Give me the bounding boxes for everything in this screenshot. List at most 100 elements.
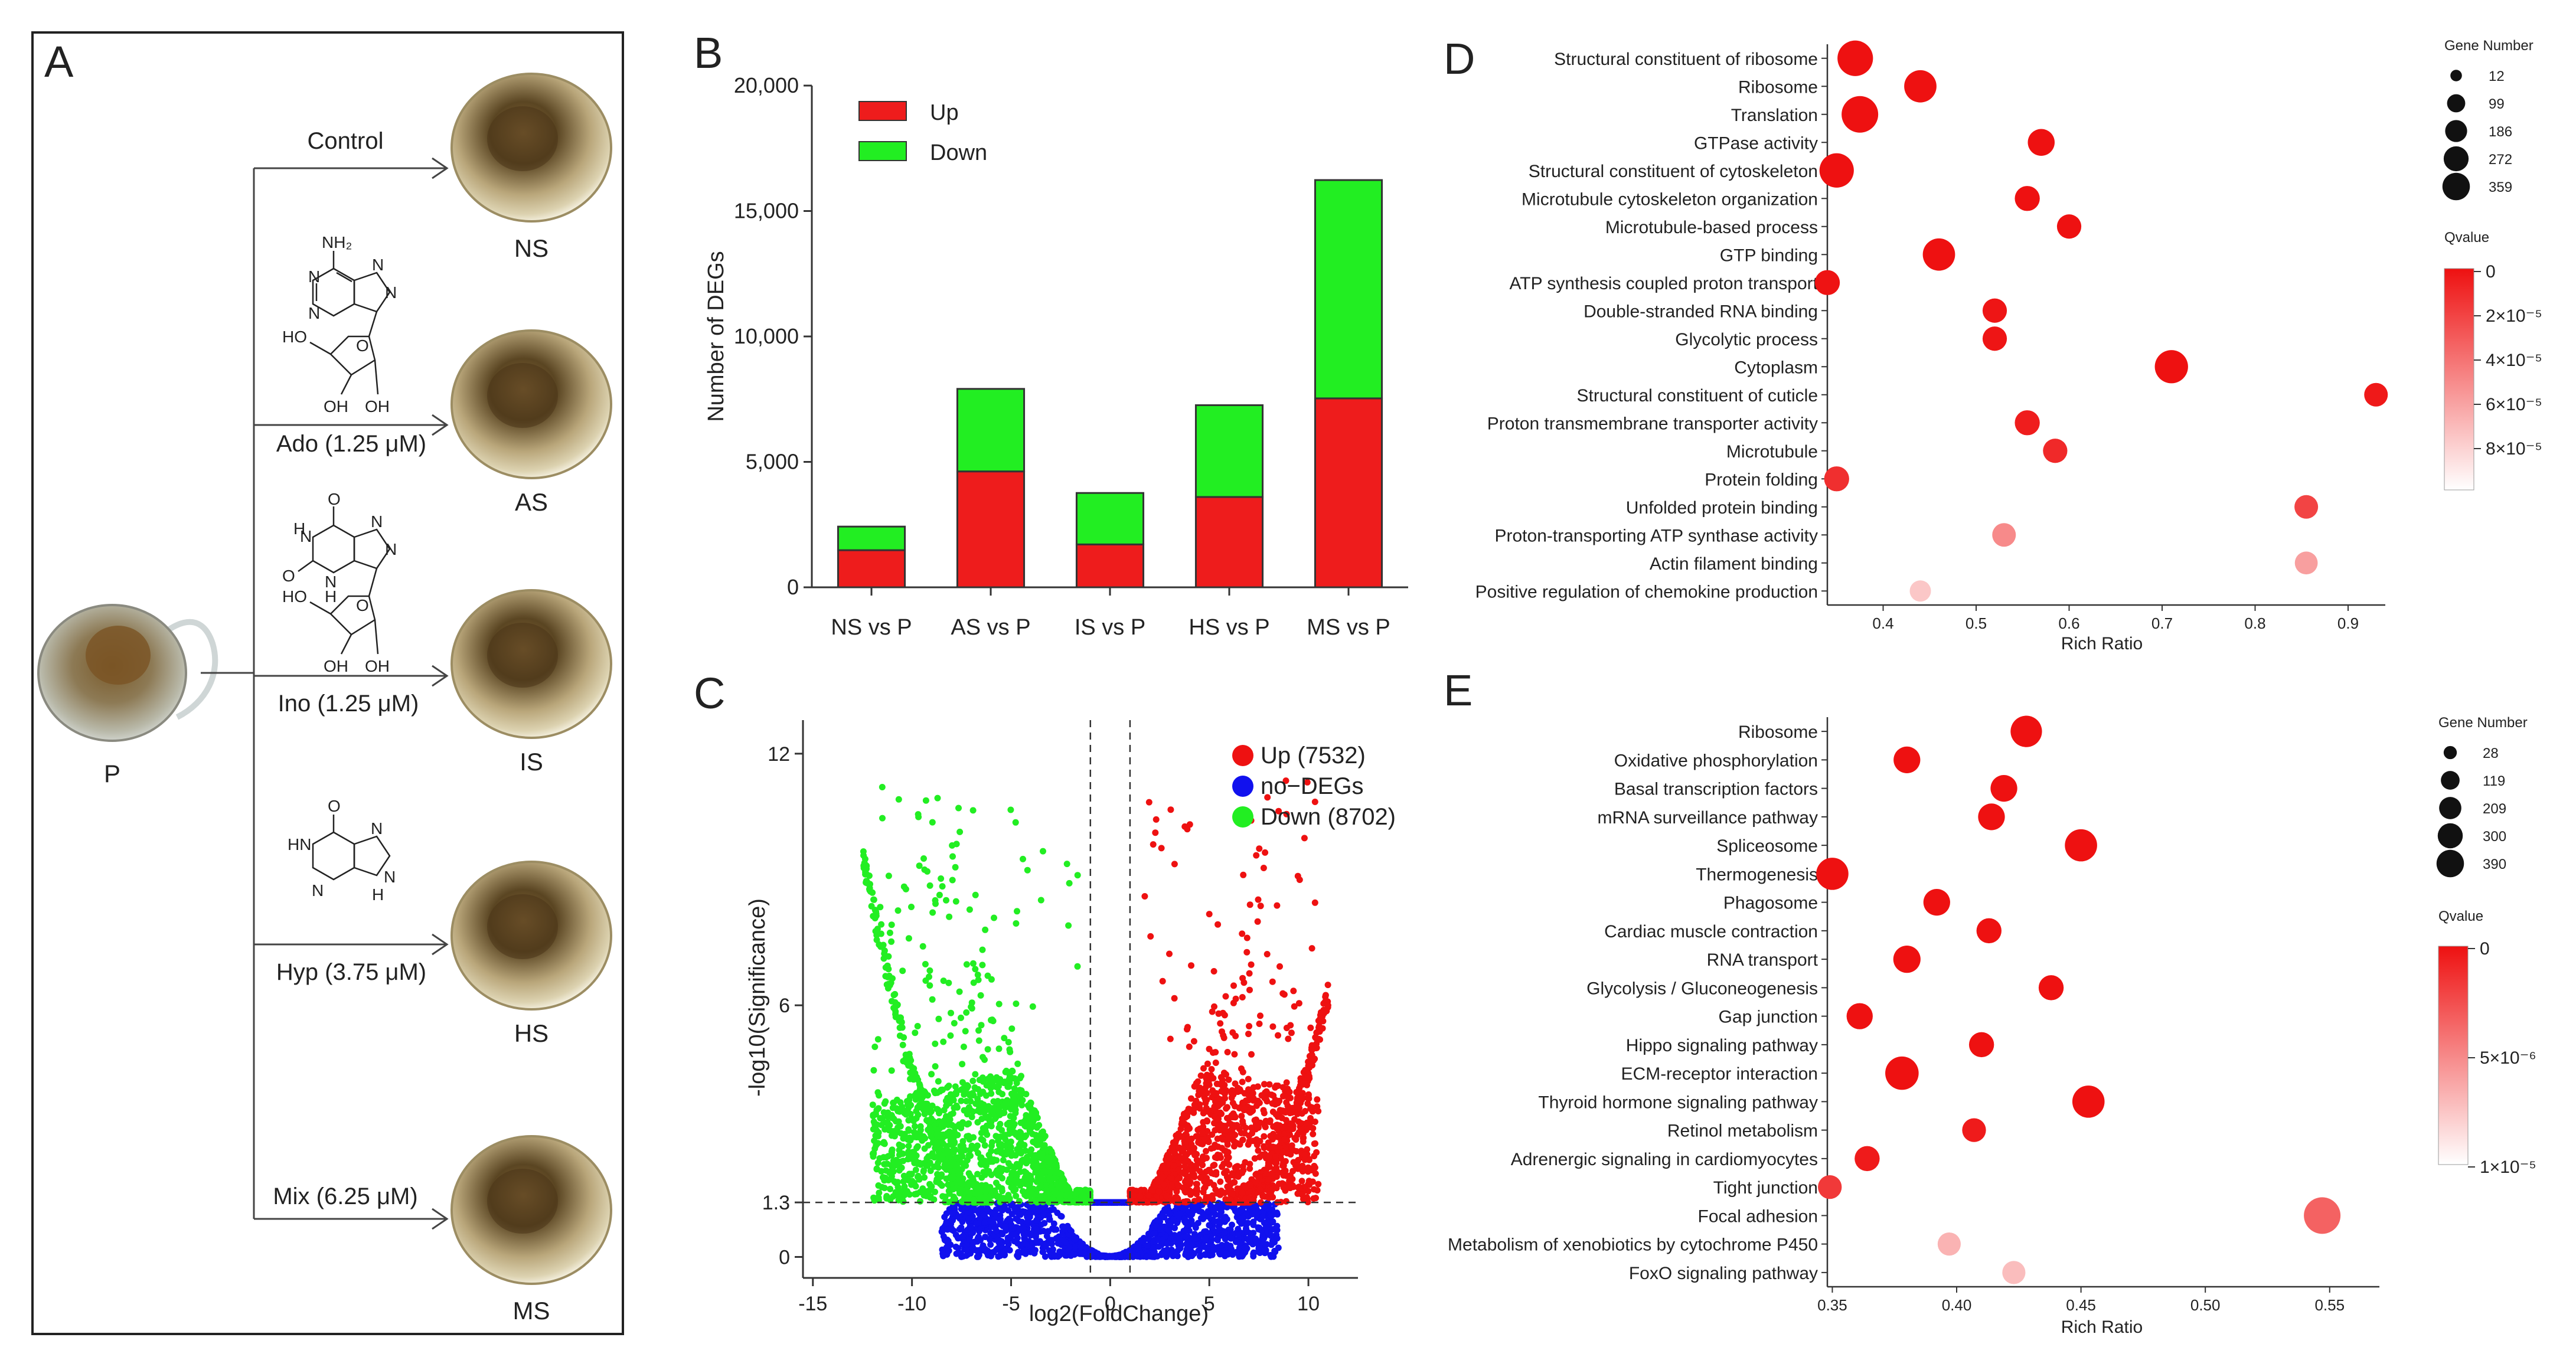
point-no-deg xyxy=(1060,1223,1066,1230)
point-down xyxy=(888,1173,895,1180)
point-down xyxy=(915,1077,922,1083)
point-no-deg xyxy=(1250,1249,1257,1256)
point-up xyxy=(1137,1193,1144,1200)
point-down xyxy=(969,1108,977,1115)
point-down xyxy=(949,1121,955,1129)
point-up xyxy=(1197,1140,1204,1147)
point-up xyxy=(1250,1137,1257,1145)
point-down xyxy=(926,1105,933,1112)
point-up xyxy=(1223,1157,1230,1164)
point-no-deg xyxy=(1013,1215,1020,1222)
point-down xyxy=(1014,1060,1021,1067)
point-no-deg xyxy=(1046,1239,1053,1246)
bar-up-1 xyxy=(956,470,1026,588)
point-down xyxy=(1012,1110,1019,1117)
legend-swatch-up xyxy=(858,101,907,121)
point-up xyxy=(1239,1068,1246,1075)
point-down xyxy=(998,1188,1005,1195)
point-down xyxy=(983,1168,990,1175)
point-up xyxy=(1287,1172,1294,1179)
point-no-deg xyxy=(941,1214,948,1221)
point-up xyxy=(1315,1181,1322,1188)
point-up xyxy=(1239,930,1246,937)
point-up xyxy=(1178,1119,1186,1126)
point-down xyxy=(957,1143,964,1150)
point-up xyxy=(1250,1095,1257,1102)
point-down xyxy=(972,1071,979,1078)
point-up xyxy=(1249,1105,1256,1112)
point-down xyxy=(1006,1100,1013,1107)
x-tick-label: MS vs P xyxy=(1307,615,1390,640)
point-down xyxy=(899,1194,906,1201)
point-up xyxy=(1245,1075,1252,1083)
point-down xyxy=(1013,1192,1020,1199)
point-up xyxy=(1256,1137,1263,1145)
point-up xyxy=(1311,1119,1318,1125)
point-up xyxy=(1197,1087,1204,1094)
point-up xyxy=(1185,1135,1192,1142)
point-up xyxy=(1266,1119,1274,1126)
point-down xyxy=(1026,1127,1033,1134)
panel-b-x-labels: NS vs P AS vs P IS vs P HS vs P MS vs P xyxy=(831,587,1390,640)
point-up xyxy=(1298,1178,1305,1185)
point-down xyxy=(951,1129,958,1136)
point-down xyxy=(873,1107,880,1114)
point-down xyxy=(963,961,970,968)
point-no-deg xyxy=(1268,1212,1275,1219)
point-up xyxy=(1173,1188,1180,1195)
point-down xyxy=(881,1100,888,1107)
point-down xyxy=(877,930,884,937)
point-down xyxy=(885,966,892,973)
point-up xyxy=(1275,1032,1281,1039)
point-down xyxy=(905,1126,912,1133)
point-up xyxy=(1206,1193,1213,1201)
point-up xyxy=(1313,1195,1319,1202)
point-down xyxy=(985,1152,992,1159)
point-up xyxy=(1274,1123,1281,1130)
point-down xyxy=(938,875,945,882)
point-down xyxy=(922,1188,929,1195)
point-up xyxy=(1314,1187,1321,1194)
point-down xyxy=(1000,1157,1007,1163)
point-no-deg xyxy=(1065,1248,1072,1254)
bar-down-1 xyxy=(956,388,1026,473)
point-down xyxy=(896,1017,903,1024)
point-up xyxy=(1217,1020,1224,1027)
point-down xyxy=(888,938,895,945)
point-down xyxy=(889,998,895,1005)
point-no-deg xyxy=(1192,1224,1199,1231)
point-no-deg xyxy=(1161,1206,1168,1213)
point-down xyxy=(975,1037,982,1044)
point-down xyxy=(949,853,956,860)
point-down xyxy=(1039,1130,1046,1137)
point-no-deg xyxy=(1155,1236,1161,1243)
point-no-deg xyxy=(1232,1238,1239,1245)
point-no-deg xyxy=(1201,1228,1208,1235)
point-down xyxy=(977,1160,984,1167)
point-down xyxy=(967,1152,974,1159)
point-no-deg xyxy=(1210,1218,1217,1225)
point-up xyxy=(1199,1130,1206,1137)
point-up xyxy=(1162,1165,1169,1172)
y-tick-label: 12 xyxy=(768,743,790,766)
point-up xyxy=(1202,1096,1209,1103)
x-tick-label: -10 xyxy=(897,1293,926,1315)
point-no-deg xyxy=(1103,1253,1111,1260)
group-label-hs: HS xyxy=(514,1019,548,1047)
point-down xyxy=(882,973,889,980)
point-down xyxy=(1074,963,1081,970)
point-down xyxy=(948,1009,954,1016)
point-down xyxy=(964,1111,971,1118)
point-down xyxy=(1059,1180,1066,1186)
point-down xyxy=(908,904,915,910)
point-no-deg xyxy=(1001,1202,1008,1209)
point-down xyxy=(870,1067,877,1074)
larva-ns xyxy=(450,73,612,223)
point-down xyxy=(917,1198,923,1205)
point-no-deg xyxy=(1200,1243,1207,1250)
point-down xyxy=(875,1182,882,1189)
point-down xyxy=(933,1140,941,1147)
point-down xyxy=(970,979,977,986)
point-no-deg xyxy=(997,1215,1004,1222)
